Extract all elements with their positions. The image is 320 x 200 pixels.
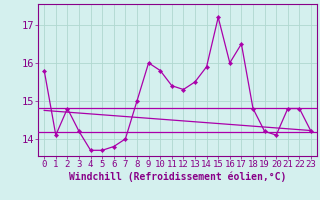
X-axis label: Windchill (Refroidissement éolien,°C): Windchill (Refroidissement éolien,°C) [69, 172, 286, 182]
